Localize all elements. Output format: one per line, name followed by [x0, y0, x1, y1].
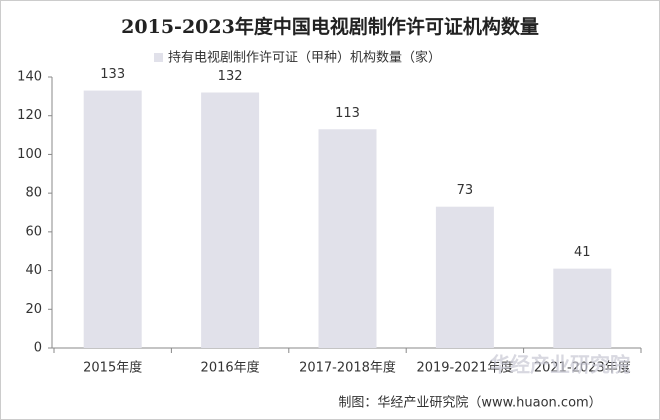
y-tick-label: 80 [25, 186, 42, 201]
watermark: 华经产业研究院 [490, 353, 630, 377]
x-tick-label: 2016年度 [201, 360, 260, 376]
data-label: 73 [457, 183, 474, 198]
data-label: 132 [218, 69, 243, 84]
y-tick-label: 60 [25, 224, 42, 239]
y-tick-label: 20 [25, 302, 42, 317]
bar [201, 92, 260, 348]
bar [83, 90, 142, 349]
y-tick-label: 120 [17, 108, 42, 123]
x-tick-label: 2019-2021年度 [416, 360, 513, 376]
chart-title: 2015-2023年度中国电视剧制作许可证机构数量 [121, 15, 539, 38]
bar [553, 268, 612, 348]
y-tick-label: 0 [34, 341, 42, 356]
legend-swatch [154, 53, 163, 62]
x-tick-label: 2021-2023年度 [534, 360, 631, 376]
legend-label: 持有电视剧制作许可证（甲种）机构数量（家） [168, 50, 441, 66]
x-tick-label: 2017-2018年度 [299, 360, 396, 376]
y-tick-label: 40 [25, 263, 42, 278]
data-label: 113 [335, 106, 360, 121]
bar [435, 206, 494, 348]
x-tick-label: 2015年度 [83, 360, 142, 376]
source: 制图：华经产业研究院（www.huaon.com） [338, 396, 601, 411]
y-tick-label: 140 [17, 70, 42, 85]
data-label: 133 [100, 67, 125, 82]
bar [318, 129, 377, 348]
y-tick-label: 100 [17, 147, 42, 162]
data-label: 41 [574, 245, 591, 260]
